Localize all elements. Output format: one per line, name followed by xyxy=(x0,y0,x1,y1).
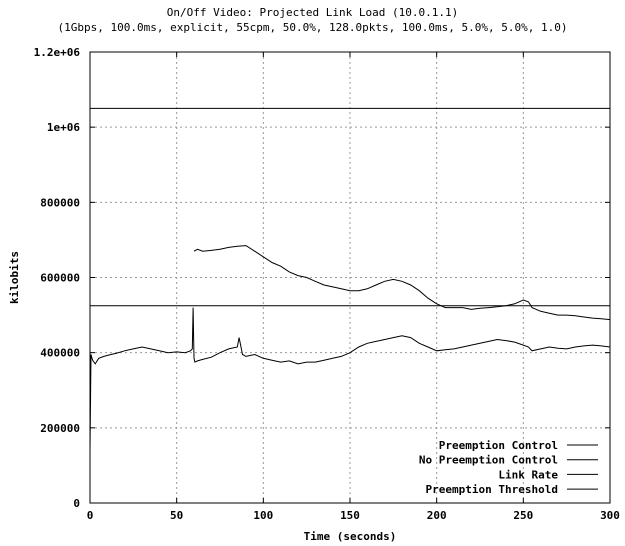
x-tick-label: 0 xyxy=(87,509,94,522)
series-layer xyxy=(89,107,611,451)
y-axis-label: kilobits xyxy=(8,251,21,304)
y-tick-label: 200000 xyxy=(40,422,80,435)
legend-label: Link Rate xyxy=(498,468,558,481)
y-tick-label: 0 xyxy=(73,497,80,510)
y-tick-label: 1e+06 xyxy=(47,121,80,134)
x-tick-label: 100 xyxy=(253,509,273,522)
legend-label: Preemption Control xyxy=(439,439,558,452)
chart-title: On/Off Video: Projected Link Load (10.0.… xyxy=(166,6,459,19)
y-tick-label: 400000 xyxy=(40,347,80,360)
series-line-preemption-control xyxy=(89,307,611,451)
y-tick-label: 600000 xyxy=(40,272,80,285)
x-tick-label: 200 xyxy=(427,509,447,522)
legend-label: Preemption Threshold xyxy=(426,483,558,496)
legend: Preemption Control No Preemption ControlL… xyxy=(419,439,598,496)
grid xyxy=(90,52,610,503)
y-tick-label: 1.2e+06 xyxy=(34,46,81,59)
series-line-no-preemption-control xyxy=(193,245,611,321)
x-tick-label: 50 xyxy=(170,509,183,522)
x-axis-label: Time (seconds) xyxy=(304,530,397,543)
x-tick-label: 150 xyxy=(340,509,360,522)
x-tick-label: 250 xyxy=(513,509,533,522)
axis-ticks: 0 50 100 150 200 250 300 0 200000 400000 600000 800… xyxy=(34,46,620,522)
y-tick-label: 800000 xyxy=(40,196,80,209)
legend-label: No Preemption Control xyxy=(419,454,558,467)
chart-subtitle: (1Gbps, 100.0ms, explicit, 55cpm, 50.0%,… xyxy=(57,21,568,34)
x-tick-label: 300 xyxy=(600,509,620,522)
